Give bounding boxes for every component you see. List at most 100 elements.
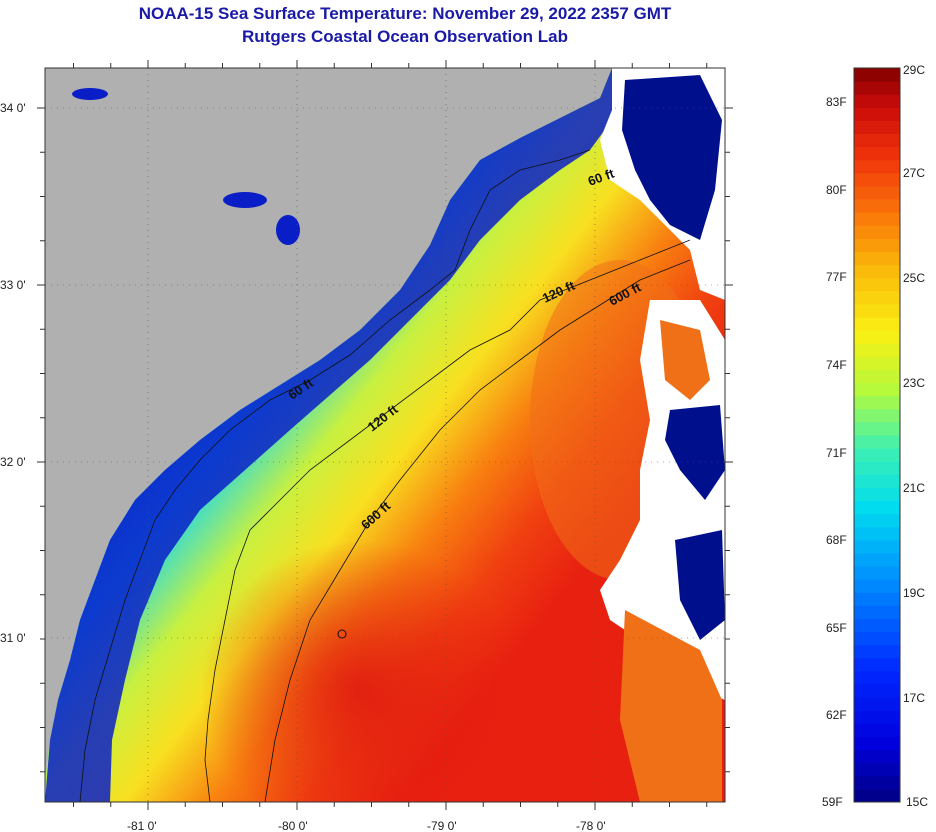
colorbar-band <box>854 788 900 803</box>
colorbar-band <box>854 579 900 593</box>
colorbar-band <box>854 552 900 567</box>
colorbar-band <box>854 513 900 528</box>
colorbar-band <box>854 723 900 737</box>
colorbar-c-label: 25C <box>903 271 925 285</box>
colorbar-f-label: 68F <box>826 533 847 547</box>
colorbar-band <box>854 303 900 318</box>
colorbar-band <box>854 343 900 357</box>
colorbar-band <box>854 539 900 554</box>
lat-label: 34 0' <box>0 101 26 115</box>
lon-label: -78 0' <box>576 819 606 832</box>
lon-label: -81 0' <box>127 819 157 832</box>
colorbar-band <box>854 94 900 108</box>
colorbar-band <box>854 212 900 226</box>
colorbar-band <box>854 199 900 213</box>
cold-patch-east <box>675 530 725 640</box>
colorbar-band <box>854 81 900 95</box>
colorbar-frame <box>853 67 901 803</box>
grid-lines <box>45 68 725 802</box>
colorbar-band <box>854 107 900 121</box>
colorbar-band <box>854 251 900 266</box>
lat-label: 32 0' <box>0 455 26 469</box>
isobath-600ft <box>264 259 691 802</box>
colorbar-band <box>854 146 900 161</box>
colorbar-band <box>854 369 900 384</box>
colorbar-band <box>854 172 900 187</box>
colorbar-band <box>854 382 900 397</box>
chart-subtitle: Rutgers Coastal Ocean Observation Lab <box>242 27 568 46</box>
cold-patch-east <box>665 405 725 500</box>
colorbar-band <box>854 697 900 711</box>
colorbar-c-label: 15C <box>906 795 928 809</box>
colorbar-f-label: 80F <box>826 183 847 197</box>
colorbar-band <box>854 356 900 370</box>
colorbar-band <box>854 775 900 790</box>
colorbar-band <box>854 290 900 305</box>
lon-label: -80 0' <box>278 819 308 832</box>
colorbar-f-label: 77F <box>826 270 847 284</box>
inland-lake <box>72 88 108 100</box>
colorbar-band <box>854 264 900 279</box>
isobath-120ft <box>204 239 691 802</box>
colorbar-band <box>854 670 900 685</box>
colorbar-band <box>854 395 900 410</box>
chart-title: NOAA-15 Sea Surface Temperature: Novembe… <box>138 4 672 23</box>
colorbar-band <box>854 317 900 331</box>
colorbar-band <box>854 277 900 292</box>
colorbar-f-label: 71F <box>826 446 847 460</box>
cold-patch-ne <box>622 75 722 240</box>
warm-patch-east <box>660 320 710 400</box>
colorbar-c-label: 23C <box>903 376 925 390</box>
axis-ticks <box>37 60 733 810</box>
colorbar-c-label: 29C <box>903 63 925 77</box>
colorbar-band <box>854 185 900 200</box>
map-frame <box>44 67 726 803</box>
colorbar-band <box>854 684 900 698</box>
colorbar-band <box>854 710 900 724</box>
colorbar-band <box>854 762 900 777</box>
isobath-60ft <box>79 149 591 802</box>
colorbar-band <box>854 238 900 252</box>
colorbar-band <box>854 487 900 502</box>
warm-patch-east <box>620 610 722 802</box>
colorbar-band <box>854 133 900 148</box>
colorbar-c-label: 19C <box>903 586 925 600</box>
colorbar-band <box>854 657 900 672</box>
colorbar-f-label: 62F <box>826 708 847 722</box>
colorbar-band <box>854 159 900 174</box>
colorbar-band <box>854 644 900 659</box>
colorbar-band <box>854 120 900 135</box>
colorbar-band <box>854 68 900 82</box>
colorbar-band <box>854 605 900 619</box>
colorbar-band <box>854 749 900 764</box>
lat-label: 31 0' <box>0 631 26 645</box>
colorbar-band <box>854 736 900 751</box>
lon-label: -79 0' <box>427 819 457 832</box>
colorbar-f-label: 83F <box>826 95 847 109</box>
lat-label: 33 0' <box>0 278 26 292</box>
colorbar-band <box>854 435 900 449</box>
colorbar-c-label: 21C <box>903 481 925 495</box>
colorbar-band <box>854 225 900 239</box>
land-mass <box>45 68 612 780</box>
colorbar-f-label: 65F <box>826 621 847 635</box>
inland-lake <box>223 192 267 208</box>
colorbar-band <box>854 526 900 541</box>
temperature-colorbar <box>854 68 900 803</box>
colorbar-band <box>854 474 900 488</box>
colorbar-band <box>854 631 900 646</box>
colorbar-band <box>854 408 900 423</box>
colorbar-band <box>854 448 900 462</box>
inland-lake <box>276 215 300 245</box>
warm-water-core <box>200 540 520 802</box>
cold-shelf-water <box>45 68 612 802</box>
colorbar-band <box>854 500 900 515</box>
colorbar-band <box>854 421 900 436</box>
buoy-marker <box>337 629 347 639</box>
colorbar-c-label: 17C <box>903 691 925 705</box>
colorbar-band <box>854 461 900 475</box>
colorbar-band <box>854 618 900 633</box>
colorbar-band <box>854 566 900 580</box>
colorbar-band <box>854 592 900 606</box>
